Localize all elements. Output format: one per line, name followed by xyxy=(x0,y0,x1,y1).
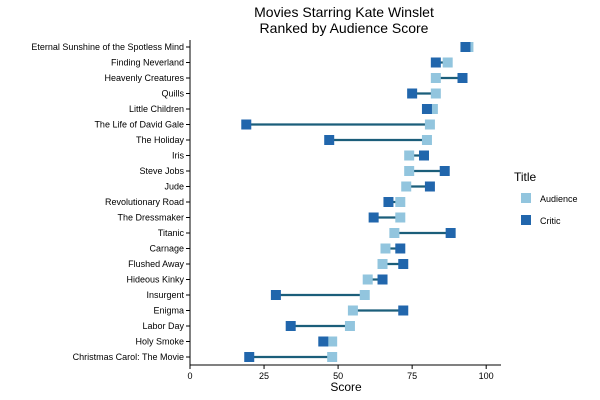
y-tick-label: Holy Smoke xyxy=(135,337,184,347)
critic-point xyxy=(460,42,471,52)
critic-point xyxy=(285,321,296,331)
audience-point xyxy=(344,321,355,331)
audience-point xyxy=(362,274,373,285)
legend-swatch-critic xyxy=(521,215,531,225)
audience-point xyxy=(404,166,415,176)
y-tick-label: Steve Jobs xyxy=(139,166,184,176)
y-tick-label: Carnage xyxy=(149,244,184,254)
y-tick-label: Titanic xyxy=(158,228,185,238)
y-tick-label: Revolutionary Road xyxy=(105,197,184,207)
critic-point xyxy=(241,119,252,130)
y-tick-label: Eternal Sunshine of the Spotless Mind xyxy=(31,42,184,52)
audience-point xyxy=(395,197,406,207)
y-tick-label: The Dressmaker xyxy=(117,213,184,223)
critic-point xyxy=(383,197,394,207)
x-axis-label: Score xyxy=(330,380,362,394)
critic-point xyxy=(398,305,409,316)
audience-point xyxy=(327,336,338,347)
audience-point xyxy=(359,290,370,300)
y-tick-label: The Life of David Gale xyxy=(94,120,184,130)
y-tick-label: Insurgent xyxy=(146,290,184,300)
chart-subtitle: Ranked by Audience Score xyxy=(260,20,429,36)
audience-point xyxy=(427,104,438,114)
y-tick-label: Enigma xyxy=(153,306,184,316)
x-tick-label: 25 xyxy=(259,371,269,381)
plot-area: 0 25 50 75 100 Eternal Sunshine of the Spotle… xyxy=(31,40,501,381)
chart-title: Movies Starring Kate Winslet xyxy=(254,4,434,20)
x-tick-label: 75 xyxy=(407,371,417,381)
critic-point xyxy=(377,274,388,285)
critic-point xyxy=(395,243,406,254)
critic-point xyxy=(439,166,450,176)
audience-point xyxy=(377,259,388,269)
audience-point xyxy=(430,73,441,83)
y-tick-label: Iris xyxy=(172,151,184,161)
y-tick-label: Hideous Kinky xyxy=(126,275,184,285)
critic-point xyxy=(324,135,335,145)
critic-point xyxy=(421,104,432,114)
y-tick-label: Heavenly Creatures xyxy=(104,73,184,83)
y-tick-label: Flushed Away xyxy=(128,259,184,269)
audience-point xyxy=(347,305,358,316)
x-tick-label: 0 xyxy=(187,371,192,381)
critic-point xyxy=(445,228,456,238)
critic-point xyxy=(457,73,468,83)
critic-point xyxy=(368,212,379,223)
legend-label-critic: Critic xyxy=(540,216,561,226)
audience-point xyxy=(421,135,432,145)
audience-point xyxy=(424,119,435,130)
critic-point xyxy=(244,352,255,362)
y-tick-label: Labor Day xyxy=(142,321,184,331)
critic-point xyxy=(407,88,418,99)
critic-point xyxy=(398,259,409,269)
y-tick-label: Little Children xyxy=(129,104,184,114)
critic-point xyxy=(318,336,329,347)
critic-point xyxy=(424,181,435,192)
critic-point xyxy=(418,150,429,161)
legend-title: Title xyxy=(514,170,537,184)
audience-point xyxy=(404,150,415,161)
y-tick-label: The Holiday xyxy=(136,135,185,145)
y-tick-label: Christmas Carol: The Movie xyxy=(73,352,184,362)
audience-point xyxy=(380,243,391,254)
audience-point xyxy=(327,352,338,362)
legend-label-audience: Audience xyxy=(540,194,578,204)
audience-point xyxy=(401,181,412,192)
critic-point xyxy=(430,57,441,68)
y-tick-label: Finding Neverland xyxy=(111,58,184,68)
audience-point xyxy=(442,57,453,68)
x-tick-label: 100 xyxy=(479,371,494,381)
y-tick-label: Jude xyxy=(164,182,184,192)
y-tick-label: Quills xyxy=(161,89,184,99)
audience-point xyxy=(389,228,400,238)
audience-point xyxy=(395,212,406,223)
legend: Title Audience Critic xyxy=(514,170,578,226)
x-tick-label: 50 xyxy=(333,371,343,381)
audience-point xyxy=(430,88,441,99)
critic-point xyxy=(270,290,281,300)
legend-swatch-audience xyxy=(521,193,531,203)
